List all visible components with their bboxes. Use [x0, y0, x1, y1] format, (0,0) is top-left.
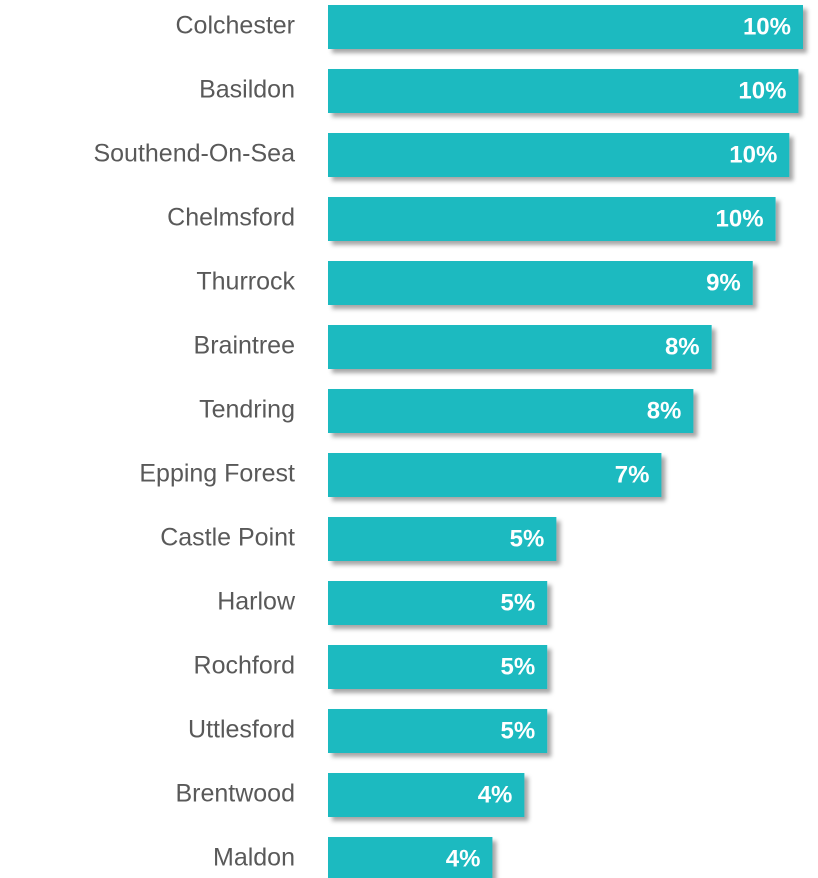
data-label: 10% [743, 13, 791, 40]
data-label: 5% [501, 589, 536, 616]
data-label: 8% [647, 397, 682, 424]
category-label: Harlow [217, 588, 296, 616]
bar [328, 517, 557, 561]
data-label: 10% [729, 141, 777, 168]
category-label: Maldon [213, 844, 295, 872]
bar [328, 709, 548, 753]
category-label: Thurrock [196, 268, 295, 296]
data-label: 5% [501, 717, 536, 744]
data-label: 8% [665, 333, 700, 360]
bar [328, 581, 548, 625]
bar [328, 837, 493, 878]
category-label: Rochford [194, 652, 295, 680]
category-label: Chelmsford [167, 204, 295, 232]
category-label: Tendring [199, 396, 295, 424]
bar [328, 5, 803, 49]
bar [328, 261, 753, 305]
bar [328, 453, 662, 497]
data-label: 9% [706, 269, 741, 296]
category-label: Epping Forest [139, 460, 295, 488]
bar [328, 389, 694, 433]
category-label: Brentwood [175, 780, 295, 808]
category-label: Uttlesford [188, 716, 295, 744]
data-label: 4% [446, 845, 481, 872]
data-label: 5% [501, 653, 536, 680]
data-label: 4% [478, 781, 513, 808]
data-label: 5% [510, 525, 545, 552]
data-label: 10% [738, 77, 786, 104]
category-label: Colchester [176, 12, 296, 40]
bar [328, 69, 799, 113]
category-label: Southend-On-Sea [93, 140, 295, 168]
bar [328, 197, 776, 241]
bar [328, 325, 712, 369]
category-label: Basildon [199, 76, 295, 104]
bar [328, 133, 790, 177]
bar [328, 645, 548, 689]
bar [328, 773, 525, 817]
category-label: Braintree [194, 332, 295, 360]
data-label: 7% [615, 461, 650, 488]
category-label: Castle Point [160, 524, 295, 552]
data-label: 10% [716, 205, 764, 232]
